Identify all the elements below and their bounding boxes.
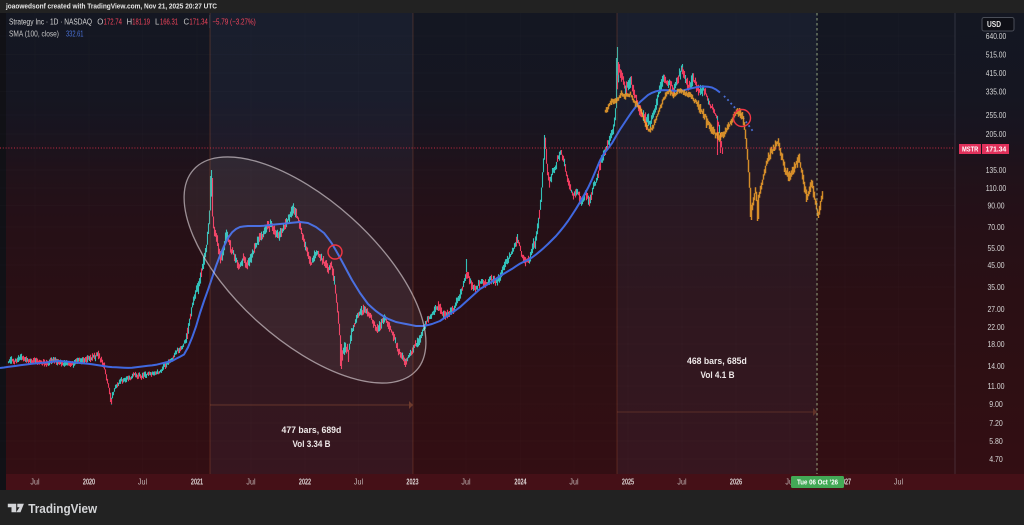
svg-text:Jul: Jul	[894, 478, 903, 487]
svg-text:4.70: 4.70	[989, 454, 1003, 464]
svg-text:C: C	[184, 18, 190, 27]
svg-text:5.80: 5.80	[989, 436, 1003, 446]
svg-text:477 bars, 689d: 477 bars, 689d	[282, 425, 342, 435]
svg-text:−5.79 (−3.27%): −5.79 (−3.27%)	[212, 18, 256, 27]
svg-text:205.00: 205.00	[986, 129, 1007, 139]
svg-text:2024: 2024	[514, 478, 527, 487]
svg-text:MSTR: MSTR	[962, 145, 979, 154]
svg-text:Vol 4.1 B: Vol 4.1 B	[701, 370, 735, 380]
svg-text:Jul: Jul	[569, 478, 578, 487]
svg-text:14.00: 14.00	[988, 361, 1005, 371]
svg-text:2026: 2026	[730, 478, 743, 487]
svg-text:Tue 06 Oct ’26: Tue 06 Oct ’26	[797, 478, 838, 487]
svg-text:22.00: 22.00	[988, 322, 1005, 332]
svg-text:2021: 2021	[191, 478, 204, 487]
svg-text:468 bars, 685d: 468 bars, 685d	[687, 356, 747, 366]
svg-text:45.00: 45.00	[988, 260, 1005, 270]
svg-text:335.00: 335.00	[986, 87, 1007, 97]
svg-text:7.20: 7.20	[989, 418, 1003, 428]
svg-text:Jul: Jul	[30, 478, 39, 487]
svg-text:640.00: 640.00	[986, 31, 1007, 41]
svg-text:Jul: Jul	[246, 478, 255, 487]
svg-text:2027: 2027	[839, 478, 851, 487]
svg-text:TradingView: TradingView	[28, 501, 98, 516]
svg-text:SMA (100, close): SMA (100, close)	[9, 30, 59, 39]
svg-text:70.00: 70.00	[988, 222, 1005, 232]
svg-text:11.00: 11.00	[988, 381, 1005, 391]
svg-text:171.34: 171.34	[986, 145, 1007, 154]
svg-text:166.31: 166.31	[160, 18, 178, 27]
svg-text:Jul: Jul	[138, 478, 147, 487]
svg-text:Jul: Jul	[677, 478, 686, 487]
svg-text:L: L	[155, 18, 160, 27]
svg-text:H: H	[127, 18, 133, 27]
svg-text:Jul: Jul	[461, 478, 470, 487]
svg-text:2020: 2020	[83, 478, 96, 487]
svg-text:Strategy Inc · 1D · NASDAQ: Strategy Inc · 1D · NASDAQ	[9, 18, 92, 27]
svg-text:9.00: 9.00	[989, 399, 1003, 409]
svg-text:35.00: 35.00	[988, 282, 1005, 292]
svg-text:332.61: 332.61	[66, 30, 84, 39]
svg-text:172.74: 172.74	[104, 18, 123, 27]
svg-text:181.19: 181.19	[132, 18, 150, 27]
svg-text:2025: 2025	[622, 478, 635, 487]
svg-text:515.00: 515.00	[986, 50, 1007, 60]
svg-text:110.00: 110.00	[986, 183, 1007, 193]
svg-text:O: O	[97, 18, 103, 27]
svg-text:27.00: 27.00	[988, 304, 1005, 314]
svg-text:2022: 2022	[299, 478, 312, 487]
svg-text:55.00: 55.00	[988, 243, 1005, 253]
svg-text:2023: 2023	[406, 478, 419, 487]
svg-text:18.00: 18.00	[988, 339, 1005, 349]
svg-text:USD: USD	[987, 20, 1001, 29]
svg-text:171.34: 171.34	[189, 18, 208, 27]
svg-text:joaowedsonf created with Tradi: joaowedsonf created with TradingView.com…	[5, 2, 217, 11]
svg-text:135.00: 135.00	[986, 165, 1007, 175]
svg-text:90.00: 90.00	[988, 201, 1005, 211]
svg-text:415.00: 415.00	[986, 68, 1007, 78]
svg-text:Jul: Jul	[785, 478, 794, 487]
svg-text:255.00: 255.00	[986, 110, 1007, 120]
svg-text:Jul: Jul	[354, 478, 363, 487]
svg-text:Vol 3.34 B: Vol 3.34 B	[293, 439, 331, 449]
